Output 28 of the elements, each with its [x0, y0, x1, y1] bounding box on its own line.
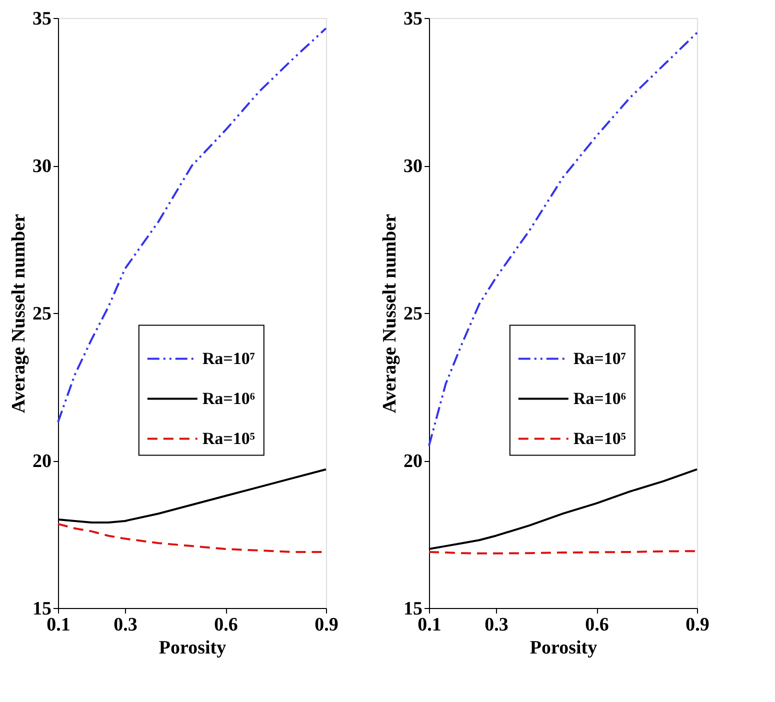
- x-tick-label: 0.1: [46, 614, 70, 636]
- y-tick-label: 30: [404, 156, 422, 177]
- legend-label: Ra=10⁷: [573, 348, 626, 368]
- y-tick-label: 20: [32, 451, 52, 472]
- legend-label: Ra=10⁷: [202, 348, 255, 368]
- x-tick-label: 0.3: [114, 614, 138, 636]
- y-axis-title: Average Nusselt number: [8, 213, 30, 414]
- x-axis-title: Porosity: [158, 638, 227, 658]
- y-tick-label: 20: [404, 451, 422, 472]
- x-tick-label: 0.9: [686, 614, 710, 636]
- line-series: [57, 27, 327, 424]
- x-tick-label: 0.9: [314, 614, 338, 636]
- y-tick-label: 35: [32, 8, 52, 30]
- y-tick-label: 25: [32, 304, 52, 324]
- y-tick-label: 35: [404, 8, 422, 30]
- legend-label: Ra=10⁶: [573, 388, 626, 408]
- y-tick-label: 25: [404, 304, 422, 324]
- x-tick-label: 0.3: [484, 614, 508, 636]
- x-tick-label: 0.1: [418, 614, 442, 636]
- y-axis-title: Average Nusselt number: [380, 213, 400, 414]
- legend-label: Ra=10⁵: [202, 428, 255, 448]
- y-tick-label: 30: [32, 156, 52, 177]
- line-series: [428, 32, 698, 447]
- legend-label: Ra=10⁶: [202, 388, 255, 408]
- legend-label: Ra=10⁵: [573, 428, 626, 448]
- x-tick-label: 0.6: [585, 614, 609, 636]
- x-tick-label: 0.6: [214, 614, 238, 636]
- x-axis-title: Porosity: [530, 638, 598, 658]
